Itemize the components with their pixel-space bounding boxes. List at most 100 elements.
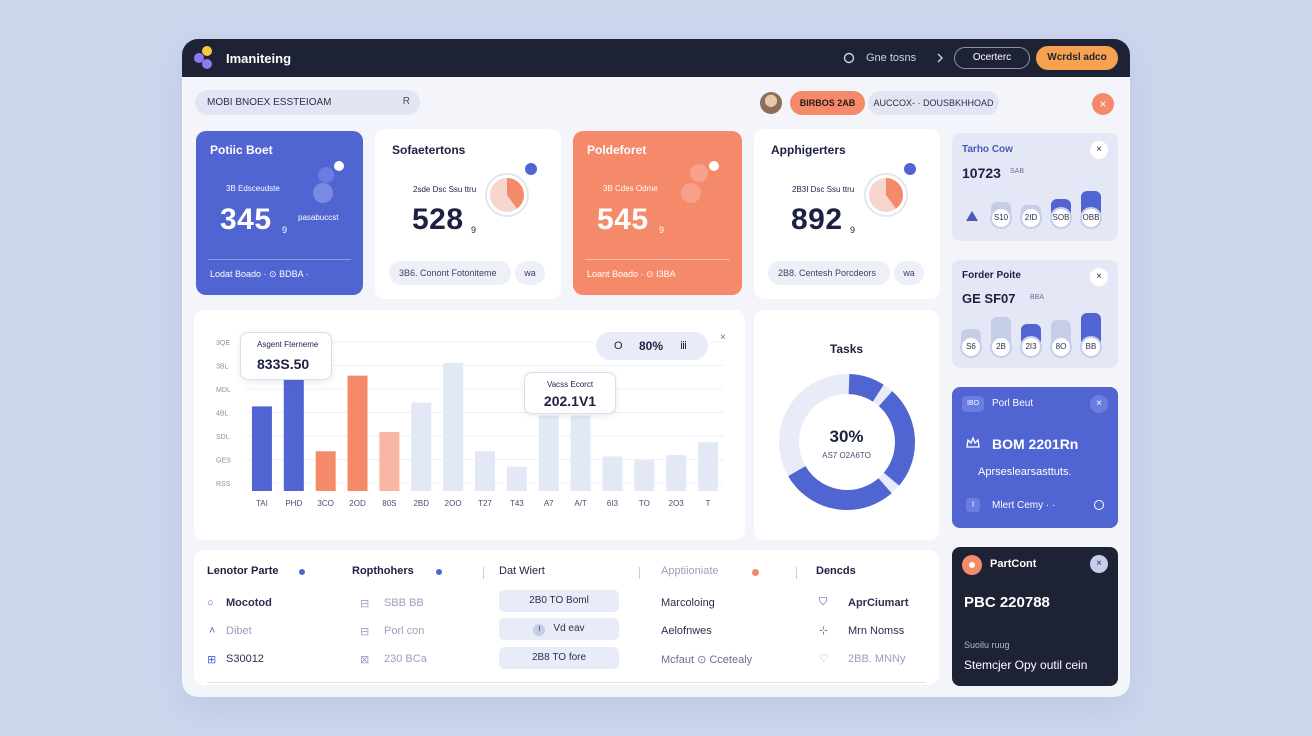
stat-footer[interactable]: Loant Boado · ⊙ I3BA: [587, 269, 676, 279]
column-header[interactable]: Lenotor Parte: [207, 565, 279, 577]
stat-card-3[interactable]: Poldeforet 3B Cdes Odme 545 9 Loant Boad…: [573, 131, 742, 295]
cell-value: Aelofnwes: [661, 625, 712, 637]
right-card-value: GE SF07: [962, 291, 1016, 306]
mini-dot[interactable]: OBB: [1080, 207, 1102, 229]
filter-pill[interactable]: AUCCOX- · DOUSBKHHOAD: [868, 91, 999, 115]
right-card-footer[interactable]: Mlert Cemy · ·: [992, 500, 1056, 511]
bar[interactable]: [315, 451, 336, 491]
right-card-4[interactable]: PartCont × PBC 220788 Suoilu ruug Stemcj…: [952, 547, 1118, 686]
cell-pill[interactable]: 2B8 TO fore: [499, 647, 619, 669]
close-icon[interactable]: ×: [1090, 395, 1108, 413]
filter-pill-active[interactable]: BIRBOS 2AB: [790, 91, 865, 115]
search-input[interactable]: [207, 95, 387, 110]
stat-card-1[interactable]: Potiic Boet 3B Edsceudste 345 9 pasabucc…: [196, 131, 363, 295]
bar[interactable]: [379, 432, 400, 491]
cell-pill[interactable]: 2B0 TO Boml: [499, 590, 619, 612]
mini-dot[interactable]: 2ID: [1020, 207, 1042, 229]
bar[interactable]: [570, 415, 591, 491]
divider: [585, 259, 730, 260]
right-card-1[interactable]: Tarho Cow × 10723 SAB S10 2ID SOB OBB: [952, 133, 1118, 241]
right-card-value: PBC 220788: [964, 594, 1050, 611]
top-bar: Imaniteing Gne tosns Ocerterc Wcrdsl adc…: [182, 39, 1130, 77]
x-tick-label: T43: [510, 499, 524, 508]
legend-box-value: 833S.50: [257, 356, 310, 372]
stat-value: 528: [412, 203, 464, 236]
status-dot-icon: [436, 569, 442, 575]
more-button[interactable]: wa: [515, 261, 545, 285]
column-header[interactable]: Ropthohers: [352, 565, 414, 577]
bar[interactable]: [475, 451, 495, 491]
column-header[interactable]: Dencds: [816, 565, 856, 577]
close-icon[interactable]: ×: [1090, 555, 1108, 573]
bar[interactable]: [443, 362, 464, 491]
bar[interactable]: [347, 375, 368, 491]
search-icon[interactable]: [843, 52, 855, 64]
column-header[interactable]: Dat Wiert: [499, 565, 545, 577]
bar[interactable]: [602, 456, 623, 491]
crown-icon: [966, 436, 980, 450]
right-card-2[interactable]: Forder Poite × GE SF07 BBA S6 2B 2I3 8O BB: [952, 260, 1118, 368]
stat-card-2[interactable]: Sofaetertons 2sde Dsc Ssu ttru 528 9 3B6…: [375, 129, 561, 299]
user-avatar[interactable]: [760, 92, 782, 114]
mini-dot[interactable]: 2I3: [1020, 336, 1042, 358]
mini-dot[interactable]: S10: [990, 207, 1012, 229]
search-submit-icon[interactable]: R: [402, 96, 410, 107]
table-divider: [207, 682, 926, 683]
stat-card-4[interactable]: Apphigerters 2B3I Dsc Ssu ttru 892 9 2B8…: [754, 129, 940, 299]
mini-bar: [1081, 313, 1101, 342]
column-header[interactable]: Apptiioniate: [661, 565, 719, 577]
y-tick-label: 4BL: [216, 411, 229, 418]
x-tick-label: 6I3: [607, 499, 619, 508]
close-icon[interactable]: ×: [1092, 93, 1114, 115]
bar[interactable]: [411, 402, 432, 491]
divider: [208, 259, 351, 260]
top-nav-link[interactable]: Gne tosns: [866, 52, 917, 64]
mini-dot[interactable]: BB: [1080, 336, 1102, 358]
donut-progress-icon: [487, 175, 527, 215]
stat-footer[interactable]: 3B6. Conont Fotoniteme: [389, 261, 511, 285]
bar[interactable]: [666, 455, 687, 491]
mini-dot[interactable]: 8O: [1050, 336, 1072, 358]
mini-dot[interactable]: 2B: [990, 336, 1012, 358]
more-button[interactable]: wa: [894, 261, 924, 285]
x-tick-label: 2O3: [669, 499, 685, 508]
bar[interactable]: [634, 460, 655, 491]
cell-name: Mocotod: [226, 597, 272, 609]
status-dot-icon: [299, 569, 305, 575]
chart-tooltip: Vacss Ecorct 202.1V1: [524, 372, 616, 414]
cell-pill-text: Vd eav: [553, 623, 585, 634]
bar[interactable]: [251, 406, 272, 491]
stat-title: Apphigerters: [771, 143, 846, 157]
primary-action-button[interactable]: Wcrdsl adco: [1036, 46, 1118, 70]
radio-icon[interactable]: [1094, 500, 1104, 510]
chart-close-icon[interactable]: ×: [720, 332, 726, 343]
outline-button[interactable]: Ocerterc: [954, 47, 1030, 69]
column-divider: [639, 567, 640, 579]
bar[interactable]: [506, 466, 527, 491]
bar[interactable]: [283, 378, 304, 491]
mini-dot[interactable]: S6: [960, 336, 982, 358]
stat-subtitle: 3B Cdes Odme: [603, 184, 658, 193]
percent-pill-value: 80%: [639, 339, 664, 353]
x-tick-label: TO: [639, 499, 650, 508]
row-icon: ⛉: [819, 596, 828, 608]
mini-dot[interactable]: SOB: [1050, 207, 1072, 229]
close-icon[interactable]: ×: [1090, 141, 1108, 159]
right-card-title: Porl Beut: [992, 398, 1034, 409]
bar[interactable]: [538, 415, 559, 491]
x-tick-label: 2OO: [445, 499, 462, 508]
y-tick-label: 3BL: [216, 364, 229, 371]
search-bar: R: [195, 90, 420, 115]
close-icon[interactable]: ×: [1090, 268, 1108, 286]
chevron-right-icon[interactable]: [934, 52, 946, 64]
cell-pill[interactable]: I Vd eav: [499, 618, 619, 640]
cell-value: Mrn Nomss: [848, 625, 905, 637]
percent-pill[interactable]: O 80% ⅲ: [596, 332, 708, 360]
right-card-line1: BOM 2201Rn: [992, 436, 1079, 452]
x-tick-label: A/T: [574, 499, 587, 508]
stat-title: Sofaetertons: [392, 143, 466, 157]
stat-footer[interactable]: Lodat Boado · ⊙ BDBA ·: [210, 269, 309, 279]
bar[interactable]: [698, 442, 719, 491]
right-card-3[interactable]: IBO Porl Beut × BOM 2201Rn Aprseslearsas…: [952, 387, 1118, 528]
stat-footer[interactable]: 2B8. Centesh Porcdeors: [768, 261, 890, 285]
